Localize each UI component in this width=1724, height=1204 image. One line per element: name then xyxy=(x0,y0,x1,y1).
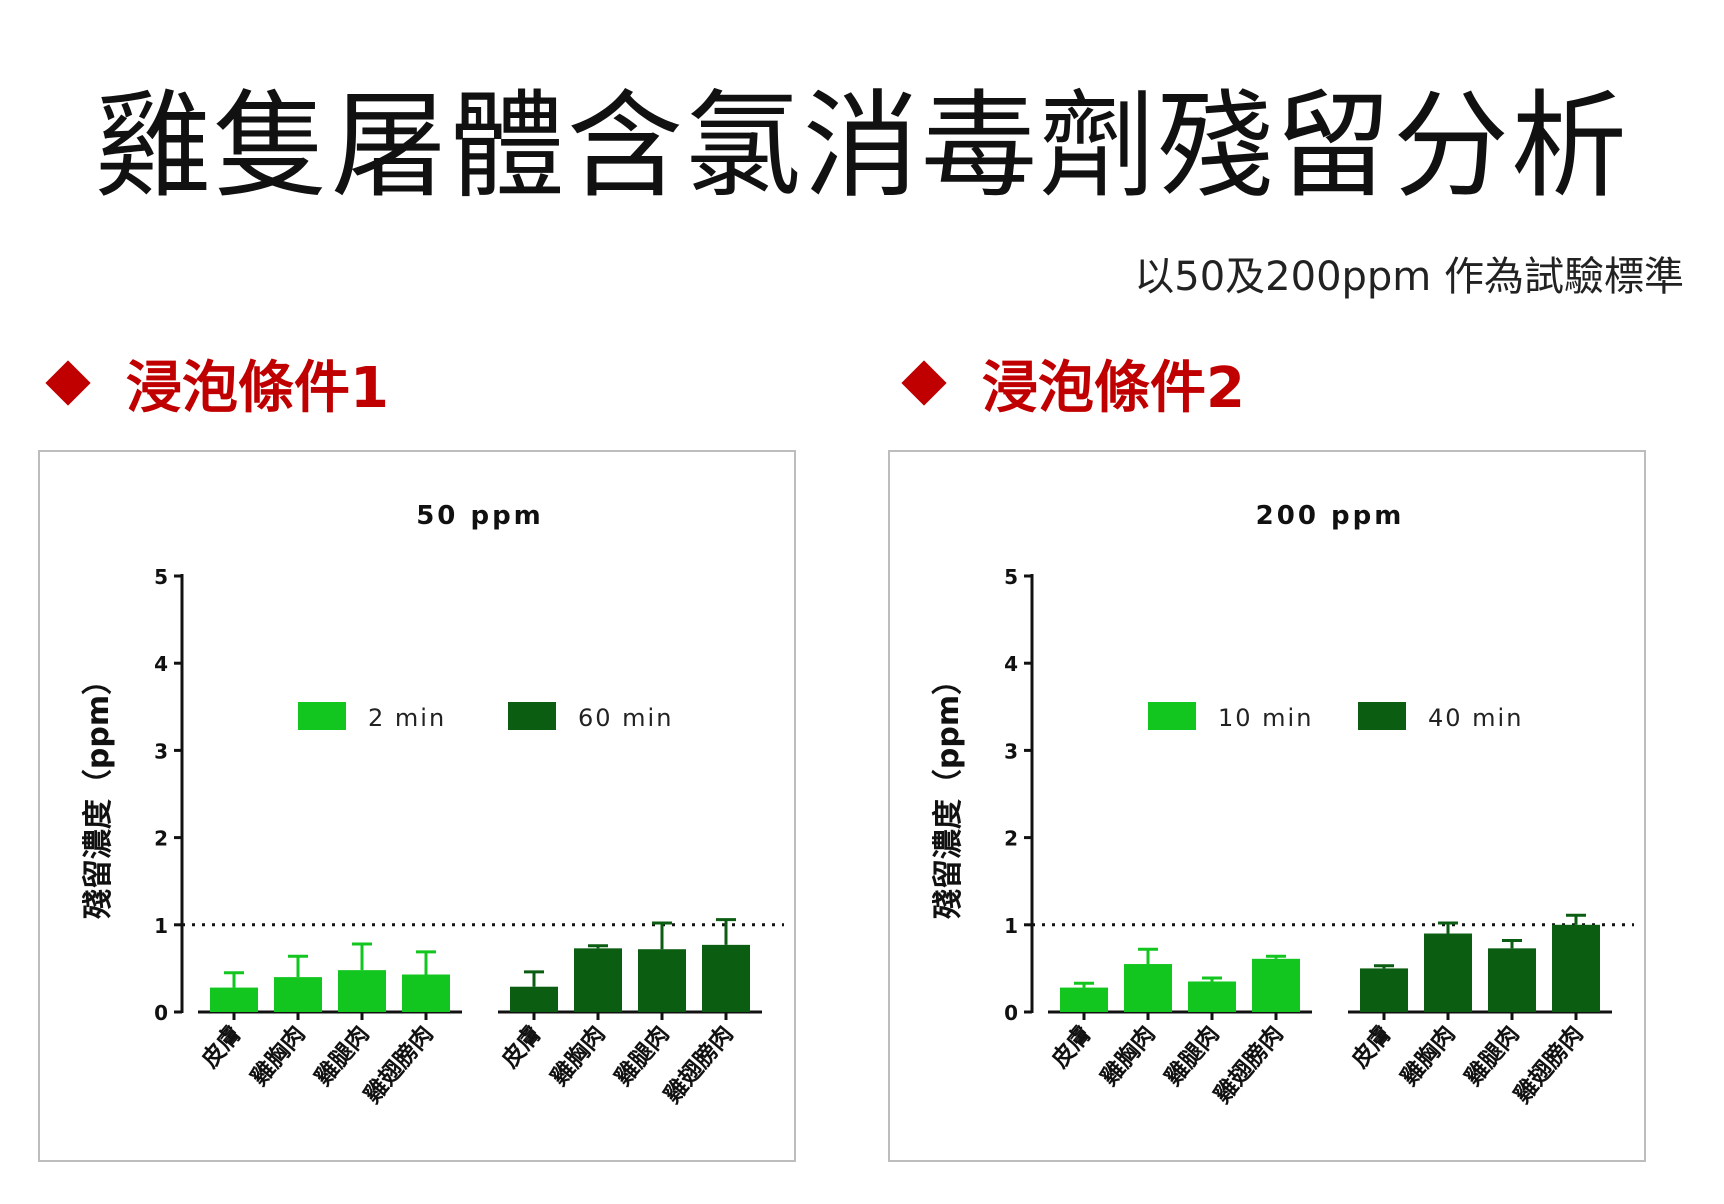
category-label: 雞胸肉 xyxy=(245,1021,311,1092)
bar xyxy=(510,986,558,1012)
legend-label: 2 min xyxy=(368,704,446,732)
section-label-1: 浸泡條件1 xyxy=(126,355,389,421)
category-label: 雞胸肉 xyxy=(1395,1021,1461,1092)
bar xyxy=(574,948,622,1012)
y-tick-label: 2 xyxy=(154,827,168,851)
y-tick-label: 3 xyxy=(1004,739,1018,763)
chart-title: 200 ppm xyxy=(1256,501,1405,531)
bar xyxy=(1424,933,1472,1012)
category-label: 雞胸肉 xyxy=(1095,1021,1161,1092)
category-label: 雞翅膀肉 xyxy=(658,1021,738,1110)
bar xyxy=(1488,948,1536,1012)
legend-label: 10 min xyxy=(1218,704,1313,732)
y-axis-label: 殘留濃度（ppm） xyxy=(81,665,116,919)
y-tick-label: 3 xyxy=(154,739,168,763)
legend-label: 40 min xyxy=(1428,704,1523,732)
bar xyxy=(402,974,450,1012)
bar xyxy=(1060,987,1108,1012)
section-heading-1: 浸泡條件1 xyxy=(42,348,389,421)
category-label: 雞腿肉 xyxy=(309,1021,375,1092)
y-tick-label: 5 xyxy=(154,565,168,589)
y-axis-label: 殘留濃度（ppm） xyxy=(931,665,966,919)
page-title: 雞隻屠體含氯消毒劑殘留分析 xyxy=(95,79,1629,214)
y-tick-label: 0 xyxy=(154,1001,168,1025)
bar xyxy=(210,987,258,1012)
bar xyxy=(1360,968,1408,1012)
category-label: 雞翅膀肉 xyxy=(1208,1021,1288,1110)
y-tick-label: 1 xyxy=(154,914,168,938)
legend-label: 60 min xyxy=(578,704,673,732)
category-label: 皮膚 xyxy=(497,1021,546,1073)
bar xyxy=(274,977,322,1012)
category-label: 雞胸肉 xyxy=(545,1021,611,1092)
section-label-2: 浸泡條件2 xyxy=(982,355,1245,421)
category-label: 雞翅膀肉 xyxy=(1508,1021,1588,1110)
legend-swatch xyxy=(1358,702,1406,730)
category-label: 皮膚 xyxy=(197,1021,246,1073)
bar xyxy=(338,970,386,1012)
legend-swatch xyxy=(298,702,346,730)
chart-title: 50 ppm xyxy=(416,501,544,531)
diamond-icon xyxy=(901,360,947,406)
bar xyxy=(638,949,686,1012)
legend-swatch xyxy=(1148,702,1196,730)
y-tick-label: 0 xyxy=(1004,1001,1018,1025)
y-tick-label: 5 xyxy=(1004,565,1018,589)
y-tick-label: 4 xyxy=(1004,652,1018,676)
category-label: 雞腿肉 xyxy=(1459,1021,1525,1092)
y-tick-label: 1 xyxy=(1004,914,1018,938)
category-label: 雞腿肉 xyxy=(1159,1021,1225,1092)
category-label: 雞腿肉 xyxy=(609,1021,675,1092)
page-subtitle: 以50及200ppm 作為試驗標準 xyxy=(1134,254,1684,300)
bar xyxy=(1552,924,1600,1012)
bar xyxy=(1124,964,1172,1012)
legend-swatch xyxy=(508,702,556,730)
category-label: 雞翅膀肉 xyxy=(358,1021,438,1110)
category-label: 皮膚 xyxy=(1347,1021,1396,1073)
bar xyxy=(1188,981,1236,1012)
chart-panel-1: 50 ppm 殘留濃度（ppm） 0 1 2 3 4 5 皮膚 雞胸肉 雞腿肉 雞翅膀肉 2 min 皮膚… xyxy=(38,450,796,1162)
chart-panel-2: 200 ppm 殘留濃度（ppm） 0 1 2 3 4 5 皮膚 雞胸肉 雞腿肉 雞翅膀肉 10 min… xyxy=(888,450,1646,1162)
bar xyxy=(1252,958,1300,1012)
y-tick-label: 4 xyxy=(154,652,168,676)
section-heading-2: 浸泡條件2 xyxy=(898,348,1245,421)
category-label: 皮膚 xyxy=(1047,1021,1096,1073)
bar xyxy=(702,944,750,1012)
diamond-icon xyxy=(45,360,91,406)
y-tick-label: 2 xyxy=(1004,827,1018,851)
